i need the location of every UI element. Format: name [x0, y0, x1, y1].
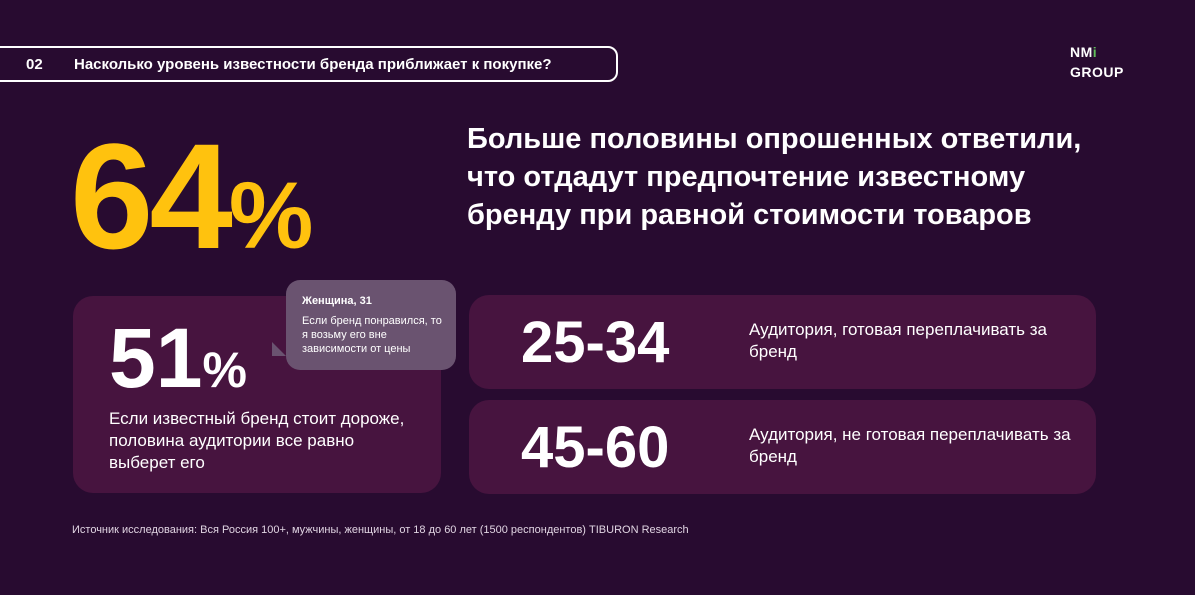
logo-mark: i — [1092, 44, 1098, 60]
quote-author: Женщина, 31 — [302, 295, 372, 307]
quote-bubble: Женщина, 31 Если бренд понравился, то я … — [272, 280, 456, 370]
section-header: 02 Насколько уровень известности бренда … — [0, 46, 618, 82]
logo-text-group: GROUP — [1070, 64, 1124, 80]
logo-text: NM — [1070, 44, 1093, 60]
big-stat: 64% — [70, 110, 314, 283]
age-description: Аудитория, не готовая переплачивать за б… — [749, 425, 1071, 466]
stat-text: Если известный бренд стоит дороже, полов… — [109, 409, 405, 472]
quote-text: Если бренд понравился, то я возьму его в… — [302, 315, 442, 355]
headline: Больше половины опрошенных ответили, что… — [467, 123, 1082, 231]
stat-value: 51% — [109, 310, 247, 407]
logo: NMi GROUP — [1070, 42, 1124, 82]
age-row: 25-34 Аудитория, готовая переплачивать з… — [469, 295, 1096, 389]
age-range: 45-60 — [521, 415, 670, 480]
stat-number: 51 — [109, 311, 203, 405]
big-stat-unit: % — [228, 163, 314, 269]
age-range: 25-34 — [521, 310, 670, 375]
section-question: Насколько уровень известности бренда при… — [74, 55, 552, 73]
age-description: Аудитория, готовая переплачивать за брен… — [749, 320, 1047, 361]
source-footnote: Источник исследования: Вся Россия 100+, … — [72, 524, 689, 536]
section-number: 02 — [26, 55, 43, 73]
stat-unit: % — [202, 342, 247, 398]
big-stat-value: 64 — [70, 112, 233, 280]
age-row: 45-60 Аудитория, не готовая переплачиват… — [469, 400, 1096, 494]
